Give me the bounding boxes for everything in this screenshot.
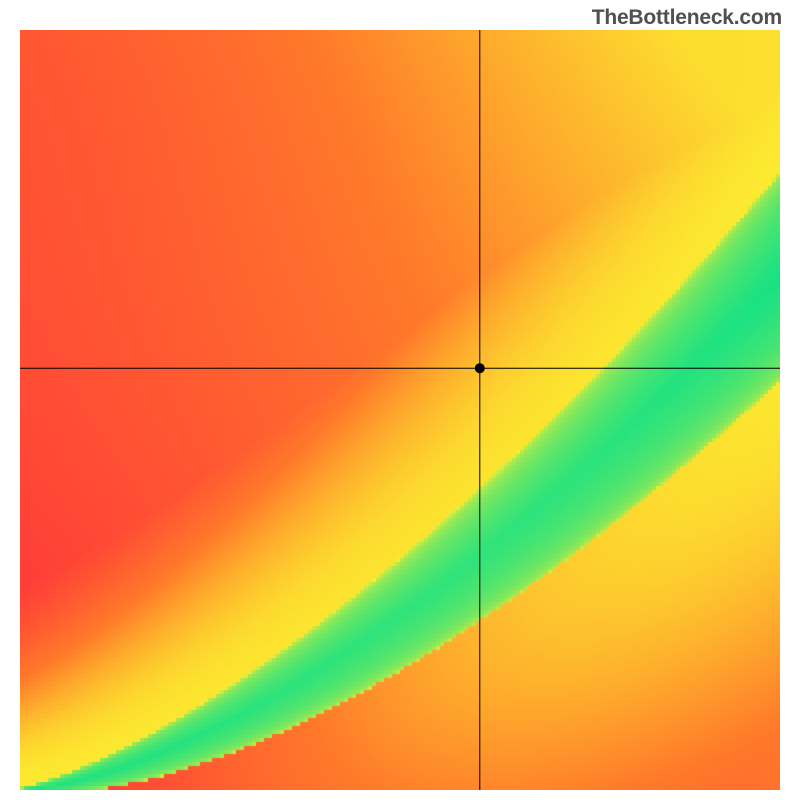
watermark-text: TheBottleneck.com <box>592 6 782 30</box>
crosshair-overlay <box>20 30 780 790</box>
chart-container: TheBottleneck.com <box>0 0 800 800</box>
crosshair-dot <box>475 363 485 373</box>
